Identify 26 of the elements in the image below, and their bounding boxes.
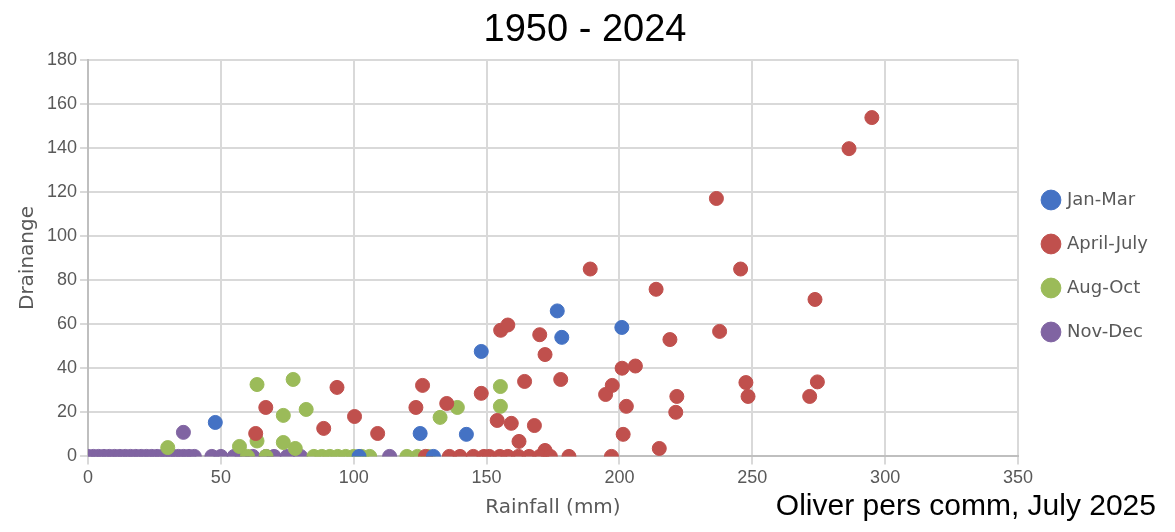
legend-label: Aug-Oct — [1066, 275, 1141, 297]
y-tick-label: 60 — [57, 313, 78, 334]
legend-label: April-July — [1066, 231, 1149, 253]
chart-title: 1950 - 2024 — [483, 7, 687, 50]
x-tick-label: 100 — [338, 467, 369, 488]
y-axis-title: Drainange — [14, 205, 39, 311]
x-tick-label: 200 — [604, 467, 635, 488]
y-tick-label: 100 — [46, 224, 78, 245]
legend-label: Jan-Mar — [1065, 187, 1136, 209]
text: Oliver pers comm, July 2025 — [775, 488, 1156, 522]
x-axis-title: Rainfall (mm) — [485, 494, 621, 519]
y-tick-label: 160 — [46, 92, 78, 113]
y-tick-label: 20 — [57, 401, 78, 422]
y-tick-label: 0 — [67, 445, 78, 466]
x-tick-label: 50 — [210, 467, 231, 488]
x-tick-label: 150 — [471, 467, 502, 488]
y-tick-label: 140 — [46, 136, 78, 157]
y-tick-label: 80 — [57, 269, 78, 290]
y-tick-label: 120 — [46, 180, 78, 201]
x-tick-label: 0 — [83, 467, 94, 488]
y-tick-label: 180 — [46, 48, 78, 69]
x-tick-label: 300 — [870, 467, 901, 488]
legend-label: Nov-Dec — [1066, 319, 1143, 341]
y-tick-label: 40 — [57, 357, 78, 378]
x-tick-label: 350 — [1002, 467, 1034, 488]
x-tick-label: 250 — [737, 467, 768, 488]
